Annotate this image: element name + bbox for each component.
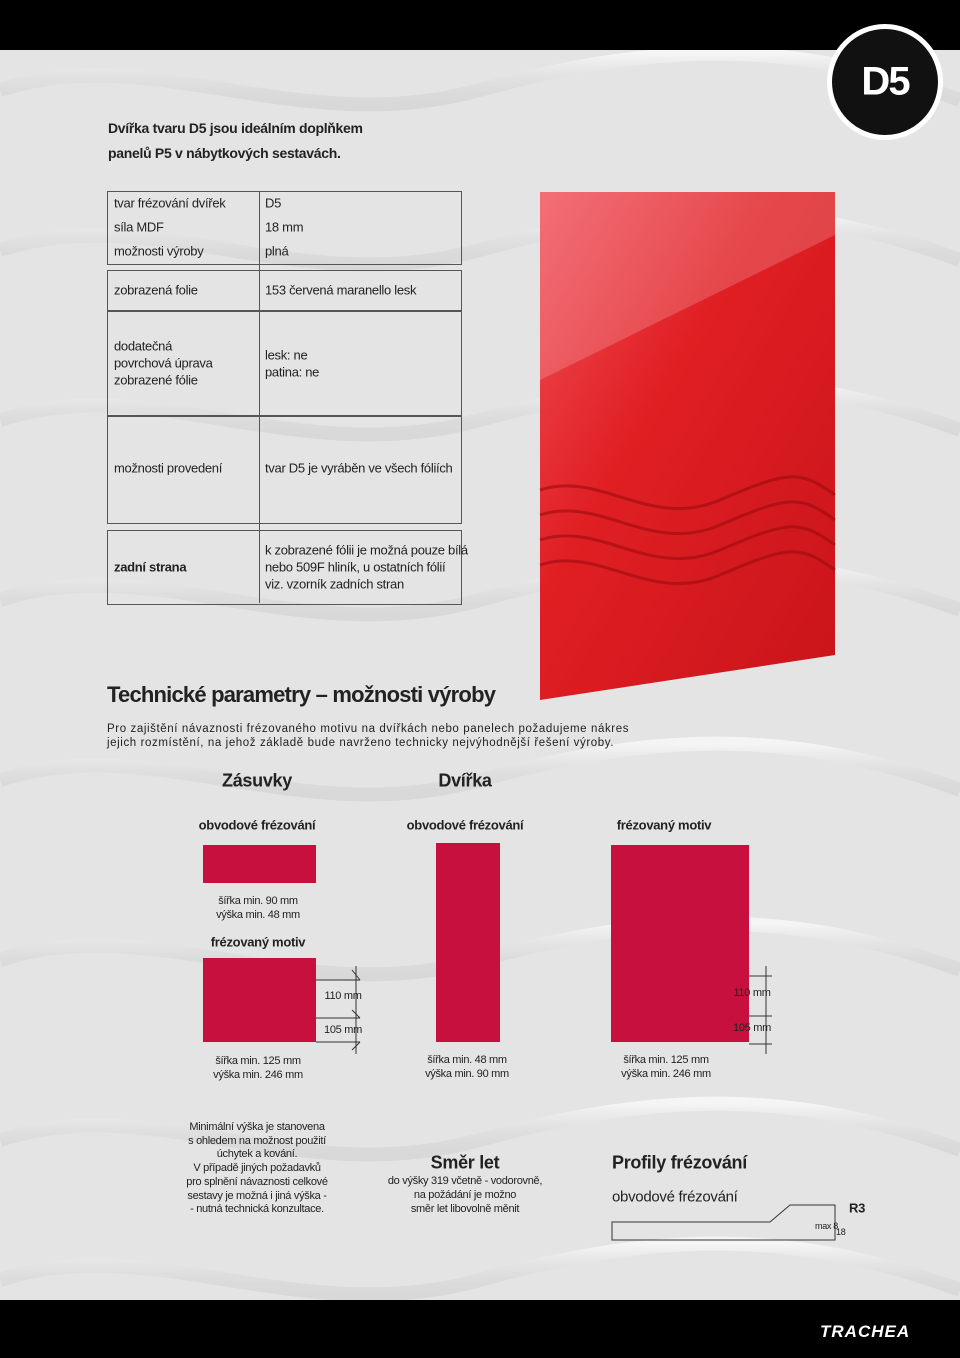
text: šířka min. 125 mm <box>215 1055 301 1067</box>
text: lesk: ne <box>265 347 308 363</box>
text: V případě jiných požadavků <box>193 1162 321 1175</box>
text: do výšky 319 včetně - vodorovně, <box>387 1175 543 1187</box>
text: plná <box>265 243 289 259</box>
text: zobrazené fólie <box>114 372 198 388</box>
text: D5 <box>265 195 282 211</box>
text: tvar frézování dvířek <box>114 195 226 211</box>
door-edge <box>436 843 500 1042</box>
text: 110 mm <box>733 987 771 999</box>
text: sestavy je možná i jiná výška - <box>187 1189 327 1202</box>
text: Technické parametry – možnosti výroby <box>107 682 496 707</box>
text: tvar D5 je vyráběn ve všech fóliích <box>265 460 453 476</box>
text: směr let libovolně měnit <box>410 1203 520 1215</box>
text: Zásuvky <box>222 770 292 791</box>
text: R3 <box>849 1200 866 1216</box>
door-motif <box>611 845 749 1042</box>
text: na požádání je možno <box>413 1189 517 1201</box>
text: Dvířka tvaru D5 jsou ideálním doplňkem <box>108 120 363 136</box>
text: obvodové frézování <box>406 817 524 833</box>
text: 110 mm <box>324 990 362 1002</box>
text: zadní strana <box>114 559 187 575</box>
text: Minimální výška je stanovena <box>189 1121 325 1133</box>
text: Dvířka <box>438 770 492 791</box>
text: šířka min. 125 mm <box>623 1054 709 1066</box>
text: - nutná technická konzultace. <box>190 1203 324 1216</box>
text: povrchová úprava <box>114 355 213 371</box>
text: možnosti provedení <box>114 460 223 476</box>
text: max 8 <box>815 1221 839 1231</box>
text: frézovaný motiv <box>616 817 712 833</box>
text: 105 mm <box>324 1024 362 1036</box>
table-row <box>107 270 462 312</box>
text: možnosti výroby <box>114 243 204 259</box>
table-row <box>107 415 462 524</box>
table-divider <box>259 191 260 603</box>
text: 153 červená maranello lesk <box>265 282 417 298</box>
text: TRACHEA <box>820 1322 911 1341</box>
text: výška min. 90 mm <box>425 1068 509 1080</box>
text: zobrazená folie <box>114 282 198 298</box>
text: Pro zajištění návaznosti frézovaného mot… <box>107 723 630 735</box>
table-row <box>107 530 462 605</box>
text: obvodové frézování <box>612 1188 738 1206</box>
text: Směr let <box>430 1152 500 1173</box>
text: šířka min. 90 mm <box>218 895 298 907</box>
text: síla MDF <box>114 219 164 235</box>
text: pro splnění návaznosti celkové <box>186 1175 328 1188</box>
table-row <box>107 310 462 417</box>
text: nebo 509F hliník, u ostatních fólií <box>265 559 446 575</box>
text: výška min. 246 mm <box>213 1069 303 1081</box>
text: výška min. 246 mm <box>621 1068 711 1080</box>
text: výška min. 48 mm <box>216 909 300 921</box>
text: jejich rozmístění, na jehož základě bude… <box>107 737 615 749</box>
text: patina: ne <box>265 364 320 380</box>
text: s ohledem na možnost použití <box>188 1134 326 1147</box>
table-group <box>107 191 462 265</box>
text: šířka min. 48 mm <box>427 1054 507 1066</box>
text: viz. vzorník zadních stran <box>265 576 404 592</box>
text: 18 mm <box>265 219 304 235</box>
text: dodatečná <box>114 338 173 354</box>
text: frézovaný motiv <box>210 934 306 950</box>
text: panelů P5 v nábytkových sestavách. <box>108 145 341 161</box>
text: Profily frézování <box>612 1152 747 1173</box>
text: k zobrazené fólii je možná pouze bílá <box>265 542 468 558</box>
text: 105 mm <box>733 1022 771 1034</box>
drawer-motif <box>203 958 316 1042</box>
text: D5 <box>861 59 910 104</box>
text: 18 <box>836 1227 846 1237</box>
drawer-edge <box>203 845 316 883</box>
text: úchytek a kování. <box>216 1148 298 1161</box>
text: obvodové frézování <box>198 817 316 833</box>
